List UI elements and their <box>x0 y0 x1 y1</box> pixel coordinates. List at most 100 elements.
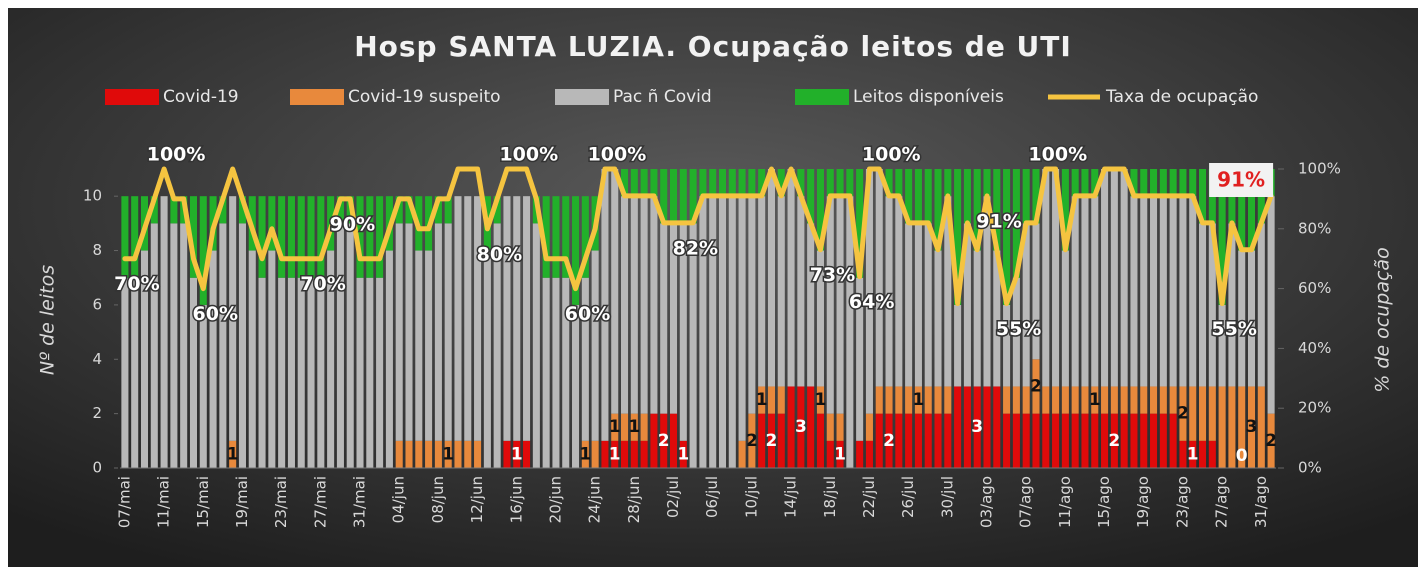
bar-segment <box>1032 359 1040 414</box>
bar-segment <box>170 223 178 468</box>
bar-segment <box>679 169 687 224</box>
bar-segment <box>434 440 442 468</box>
bar-label: 3 <box>795 417 807 437</box>
bar-segment <box>650 196 658 414</box>
bar-label: 1 <box>579 444 591 464</box>
bar-segment <box>1198 223 1207 387</box>
bar-segment <box>836 440 844 468</box>
bar-segment <box>954 304 962 387</box>
x-tick-label: 31/mai <box>351 476 369 528</box>
bar-segment <box>199 304 207 468</box>
bar-label: 1 <box>511 444 523 464</box>
bar-segment <box>1140 196 1148 387</box>
bar-label: 2 <box>883 431 895 451</box>
line <box>122 166 1274 307</box>
bar-segment <box>709 196 717 468</box>
y2-tick-label: 0% <box>1298 459 1322 477</box>
legend-label: Taxa de ocupação <box>1105 87 1258 107</box>
bar-segment <box>669 413 678 468</box>
bar-segment <box>660 413 668 468</box>
bar-segment <box>611 440 619 468</box>
bar-segment <box>1012 277 1020 387</box>
bar-segment <box>738 169 746 197</box>
bar-segment <box>758 169 766 197</box>
line-label: 55% <box>1211 318 1256 340</box>
bar-label: 1 <box>442 444 454 464</box>
bar-segment <box>689 169 697 224</box>
x-tick-label: 18/jul <box>821 476 839 518</box>
bar-segment <box>1179 196 1187 387</box>
bar-segment <box>816 386 824 414</box>
bar-segment <box>1198 169 1207 224</box>
bar-segment <box>787 386 795 468</box>
x-tick-label: 12/jun <box>468 476 486 523</box>
bar-segment <box>865 440 873 468</box>
bar-segment <box>718 169 727 197</box>
bar-segment <box>934 169 942 251</box>
legend-label: Covid-19 suspeito <box>348 87 501 107</box>
bar-segment <box>954 386 962 468</box>
x-tick-label: 04/jun <box>390 476 408 523</box>
bar-segment <box>1061 250 1069 387</box>
bar-segment <box>131 277 139 468</box>
bar-segment <box>826 169 834 197</box>
bar-segment <box>797 169 805 197</box>
x-tick-label: 07/ago <box>1017 476 1035 528</box>
bar-segment <box>366 277 374 468</box>
bar-segment <box>1150 413 1158 468</box>
bar-segment <box>914 223 922 387</box>
bar-segment <box>356 196 364 278</box>
bar-segment <box>1247 169 1256 251</box>
bar-segment <box>287 277 295 468</box>
bar-label: 2 <box>1177 404 1189 424</box>
y-tick-label: 6 <box>92 295 102 313</box>
bar-segment <box>601 169 609 441</box>
bar-segment <box>630 413 638 441</box>
bar-segment <box>1071 386 1079 414</box>
bar-segment <box>405 196 413 224</box>
bar-segment <box>963 169 971 224</box>
line-label: 91% <box>1217 168 1265 192</box>
bar-segment <box>777 196 785 387</box>
x-tick-label: 27/mai <box>311 476 329 528</box>
bar-segment <box>189 277 198 468</box>
bar-label: 1 <box>756 390 768 410</box>
bar-segment <box>748 169 756 197</box>
bar-segment <box>699 169 707 197</box>
bar-segment <box>1218 386 1226 468</box>
x-tick-label: 30/jul <box>938 476 956 518</box>
bar-segment <box>1169 196 1177 387</box>
bar-segment <box>856 440 864 468</box>
bar-segment <box>1061 386 1069 414</box>
x-tick-label: 23/ago <box>1173 476 1191 528</box>
bar-segment <box>1101 413 1109 468</box>
bar-label: 1 <box>628 417 640 437</box>
x-tick-label: 23/mai <box>272 476 290 528</box>
bar-label: 1 <box>913 390 925 410</box>
bar-segment <box>993 386 1001 468</box>
bar-label: 2 <box>658 431 670 451</box>
bar-segment <box>836 169 844 197</box>
bar-segment <box>268 196 276 251</box>
bar-segment <box>630 196 638 414</box>
bar-segment <box>836 196 844 414</box>
bar-segment <box>1169 413 1177 468</box>
bar-segment <box>1091 196 1099 387</box>
bar-segment <box>1052 169 1060 387</box>
line-label: 82% <box>673 237 718 259</box>
bar-segment <box>189 196 198 278</box>
bar-segment <box>297 277 305 468</box>
bar-segment <box>640 413 648 441</box>
bar-segment <box>620 440 629 468</box>
bar-segment <box>875 169 883 387</box>
bar-segment <box>180 223 188 468</box>
bar-segment <box>934 250 942 387</box>
line-label: 73% <box>810 264 855 286</box>
bar-segment <box>454 440 462 468</box>
bar-segment <box>1179 169 1187 197</box>
bar-segment <box>444 440 452 468</box>
bar-segment <box>523 196 531 441</box>
bar-segment <box>797 386 805 468</box>
bar-segment <box>1257 223 1265 387</box>
